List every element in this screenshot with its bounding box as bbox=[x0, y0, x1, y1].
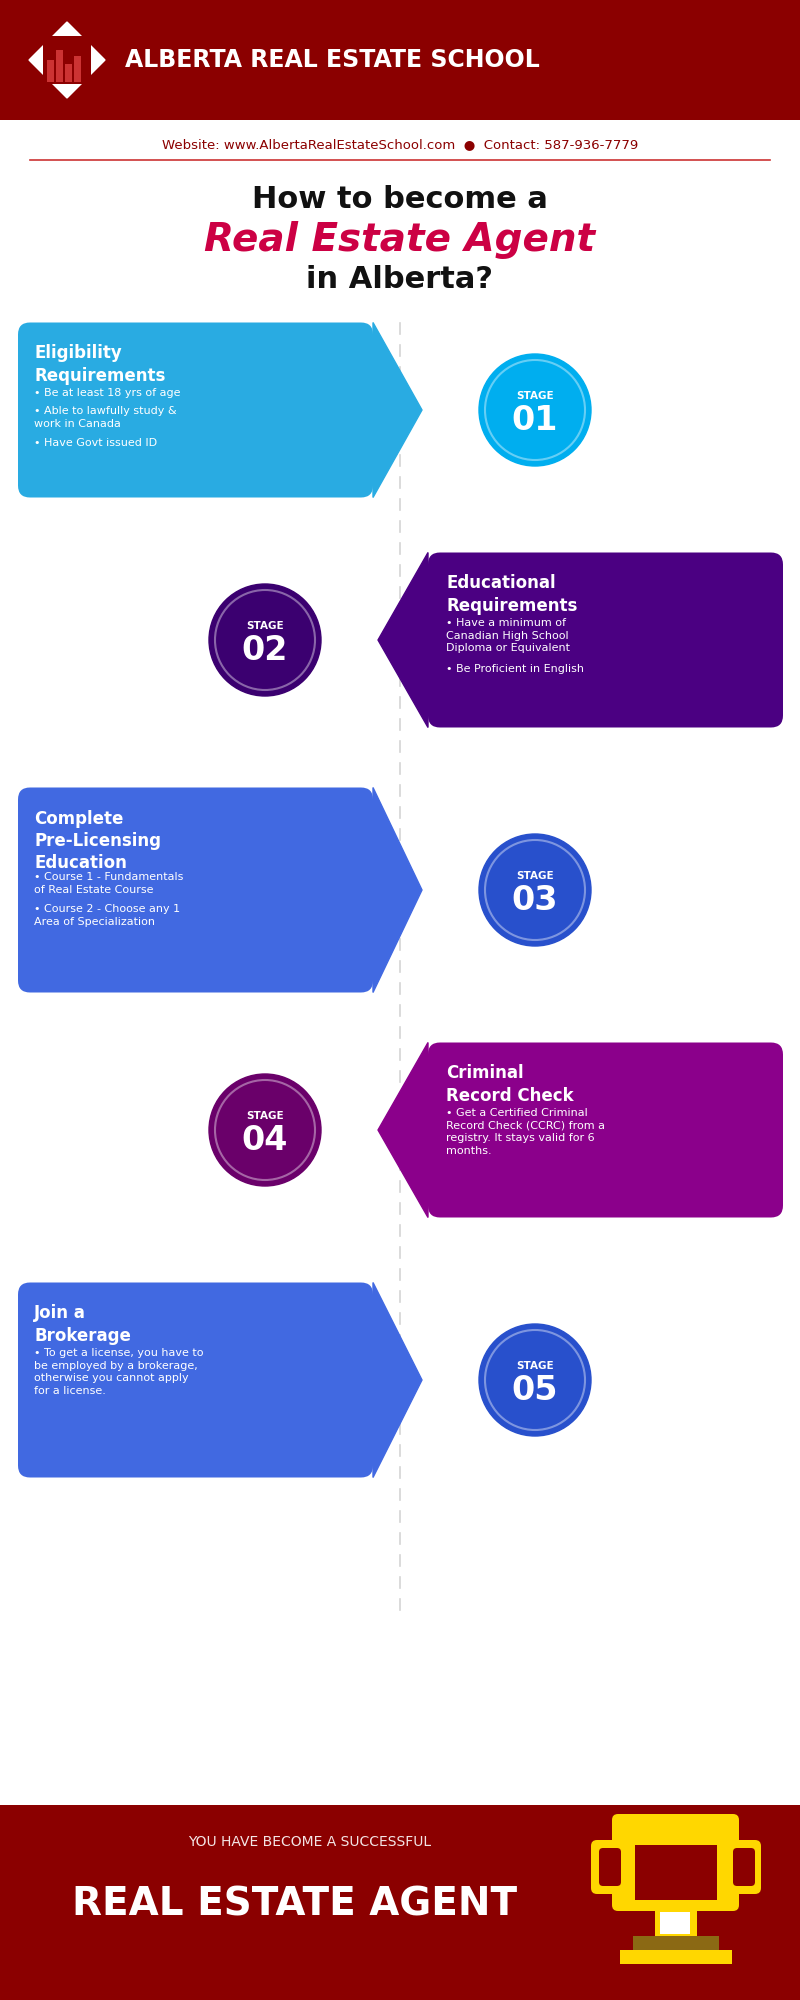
Text: 02: 02 bbox=[242, 634, 288, 666]
Bar bbox=[56, 50, 63, 82]
Text: Real Estate Agent: Real Estate Agent bbox=[205, 220, 595, 258]
Text: in Alberta?: in Alberta? bbox=[306, 266, 494, 294]
Bar bbox=[74, 56, 81, 82]
Bar bbox=[620, 1950, 732, 1964]
FancyBboxPatch shape bbox=[591, 1840, 627, 1894]
FancyBboxPatch shape bbox=[725, 1840, 761, 1894]
Text: • To get a license, you have to
be employed by a brokerage,
otherwise you cannot: • To get a license, you have to be emplo… bbox=[34, 1348, 203, 1396]
FancyBboxPatch shape bbox=[599, 1848, 621, 1886]
Text: Educational
Requirements: Educational Requirements bbox=[446, 574, 578, 614]
Text: ALBERTA REAL ESTATE SCHOOL: ALBERTA REAL ESTATE SCHOOL bbox=[125, 48, 540, 72]
Text: Eligibility
Requirements: Eligibility Requirements bbox=[34, 344, 166, 384]
FancyBboxPatch shape bbox=[18, 322, 373, 498]
Text: 03: 03 bbox=[512, 884, 558, 916]
Text: Join a
Brokerage: Join a Brokerage bbox=[34, 1304, 131, 1344]
Bar bbox=[0, 1804, 800, 2000]
Text: STAGE: STAGE bbox=[516, 392, 554, 400]
Circle shape bbox=[479, 354, 591, 466]
Text: STAGE: STAGE bbox=[246, 620, 284, 632]
Text: • Be Proficient in English: • Be Proficient in English bbox=[446, 664, 584, 674]
Circle shape bbox=[209, 1074, 321, 1186]
FancyBboxPatch shape bbox=[18, 788, 373, 992]
Polygon shape bbox=[373, 788, 422, 992]
Text: • Able to lawfully study &
work in Canada: • Able to lawfully study & work in Canad… bbox=[34, 406, 177, 428]
Text: Complete
Pre-Licensing
Education: Complete Pre-Licensing Education bbox=[34, 810, 161, 872]
Text: 01: 01 bbox=[512, 404, 558, 436]
Circle shape bbox=[479, 1324, 591, 1436]
Polygon shape bbox=[378, 1042, 428, 1218]
Text: STAGE: STAGE bbox=[246, 1112, 284, 1120]
Circle shape bbox=[209, 584, 321, 696]
Text: 04: 04 bbox=[242, 1124, 288, 1156]
Polygon shape bbox=[373, 322, 422, 498]
Text: • Get a Certified Criminal
Record Check (CCRC) from a
registry. It stays valid f: • Get a Certified Criminal Record Check … bbox=[446, 1108, 605, 1156]
Text: • Course 2 - Choose any 1
Area of Specialization: • Course 2 - Choose any 1 Area of Specia… bbox=[34, 904, 180, 926]
Text: STAGE: STAGE bbox=[516, 872, 554, 880]
Bar bbox=[633, 1936, 719, 1952]
Bar bbox=[635, 1844, 717, 1900]
Polygon shape bbox=[373, 1282, 422, 1478]
FancyBboxPatch shape bbox=[18, 1282, 373, 1478]
Text: • Course 1 - Fundamentals
of Real Estate Course: • Course 1 - Fundamentals of Real Estate… bbox=[34, 872, 183, 894]
Polygon shape bbox=[29, 22, 105, 98]
Text: Criminal
Record Check: Criminal Record Check bbox=[446, 1064, 574, 1104]
Bar bbox=[655, 1902, 697, 1938]
Text: • Have a minimum of
Canadian High School
Diploma or Equivalent: • Have a minimum of Canadian High School… bbox=[446, 618, 570, 654]
Circle shape bbox=[479, 834, 591, 946]
Text: • Be at least 18 yrs of age: • Be at least 18 yrs of age bbox=[34, 388, 181, 398]
Bar bbox=[43, 36, 91, 84]
Text: YOU HAVE BECOME A SUCCESSFUL: YOU HAVE BECOME A SUCCESSFUL bbox=[189, 1836, 431, 1848]
Bar bbox=[47, 60, 54, 82]
FancyBboxPatch shape bbox=[428, 1042, 783, 1218]
Text: How to become a: How to become a bbox=[252, 186, 548, 214]
Bar bbox=[65, 64, 72, 82]
Polygon shape bbox=[378, 552, 428, 728]
Text: 05: 05 bbox=[512, 1374, 558, 1406]
Text: REAL ESTATE AGENT: REAL ESTATE AGENT bbox=[73, 1886, 518, 1924]
FancyBboxPatch shape bbox=[733, 1848, 755, 1886]
Bar bbox=[660, 1912, 690, 1934]
FancyBboxPatch shape bbox=[612, 1814, 739, 1912]
FancyBboxPatch shape bbox=[428, 552, 783, 728]
Text: • Have Govt issued ID: • Have Govt issued ID bbox=[34, 438, 157, 448]
Bar bbox=[0, 0, 800, 120]
Text: STAGE: STAGE bbox=[516, 1360, 554, 1372]
Text: Website: www.AlbertaRealEstateSchool.com  ●  Contact: 587-936-7779: Website: www.AlbertaRealEstateSchool.com… bbox=[162, 138, 638, 152]
